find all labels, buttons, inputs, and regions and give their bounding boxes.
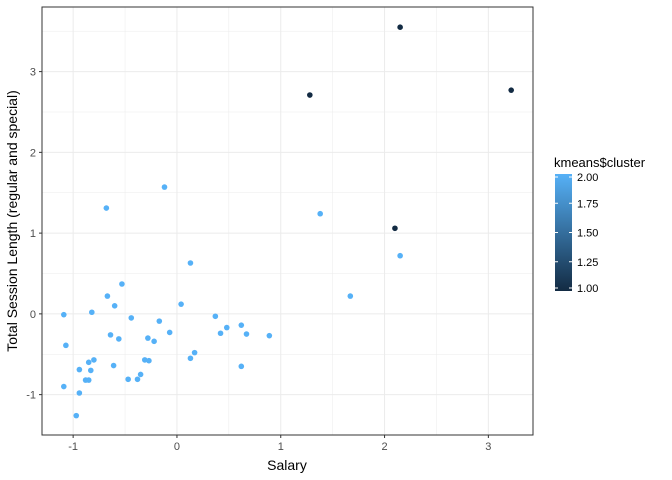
data-point-cluster-2 — [91, 357, 97, 363]
legend-break-label: 2.00 — [577, 172, 598, 184]
data-point-cluster-2 — [317, 210, 323, 217]
data-point-cluster-1 — [508, 87, 515, 93]
y-tick-label: 2 — [30, 147, 36, 159]
data-point-cluster-2 — [116, 336, 122, 342]
legend-break-label: 1.50 — [577, 228, 598, 240]
data-point-cluster-2 — [110, 362, 117, 369]
data-point-cluster-2 — [178, 301, 184, 307]
data-point-cluster-2 — [103, 205, 110, 211]
panel-border — [41, 6, 534, 436]
data-point-cluster-2 — [156, 318, 163, 324]
y-axis-title: Total Session Length (regular and specia… — [4, 90, 20, 352]
legend-colorbar — [555, 174, 572, 291]
x-tick-label: -1 — [68, 441, 78, 453]
x-tick-label: 0 — [174, 441, 180, 453]
x-axis-title: Salary — [267, 457, 307, 473]
data-point-cluster-2 — [73, 412, 80, 419]
legend-breaks: 1.00 1.25 1.50 1.75 2.00 — [555, 172, 598, 295]
data-point-cluster-2 — [128, 315, 135, 321]
data-point-cluster-2 — [85, 377, 92, 383]
data-point-cluster-2 — [397, 252, 403, 259]
data-point-cluster-2 — [151, 338, 157, 345]
data-point-cluster-2 — [76, 390, 83, 396]
data-point-cluster-2 — [217, 330, 224, 337]
data-point-cluster-2 — [76, 366, 83, 373]
data-point-cluster-2 — [134, 376, 141, 383]
data-point-cluster-1 — [307, 92, 313, 98]
x-tick-label: 3 — [485, 441, 491, 453]
data-point-cluster-2 — [137, 371, 144, 378]
y-tick-label: 3 — [30, 67, 36, 79]
data-point-cluster-2 — [60, 383, 67, 390]
legend: kmeans$cluster 1.00 1.25 1.50 1.75 2.00 — [554, 155, 646, 295]
legend-break-label: 1.00 — [577, 283, 598, 295]
x-axis-ticks: -1 0 1 2 3 — [68, 435, 491, 453]
legend-break-label: 1.75 — [577, 198, 598, 210]
data-point-cluster-2 — [166, 329, 173, 336]
data-point-cluster-2 — [212, 313, 219, 320]
data-point-cluster-2 — [60, 311, 67, 318]
data-point-cluster-2 — [87, 367, 94, 374]
data-point-cluster-2 — [85, 359, 92, 366]
data-point-cluster-2 — [141, 357, 148, 363]
data-point-cluster-2 — [104, 293, 111, 299]
data-point-cluster-2 — [187, 355, 194, 362]
data-point-cluster-2 — [238, 322, 245, 328]
data-point-cluster-2 — [161, 184, 168, 190]
data-point-cluster-2 — [223, 324, 230, 331]
data-point-cluster-2 — [146, 357, 152, 364]
data-point-cluster-2 — [63, 342, 69, 349]
x-tick-label: 1 — [278, 441, 284, 453]
data-point-cluster-2 — [191, 349, 198, 356]
data-points — [60, 24, 515, 419]
y-tick-label: -1 — [26, 390, 36, 402]
legend-title: kmeans$cluster — [554, 155, 646, 170]
data-point-cluster-2 — [243, 331, 250, 337]
data-point-cluster-2 — [238, 363, 245, 370]
y-axis-ticks: -1 0 1 2 3 — [26, 67, 42, 402]
data-point-cluster-2 — [347, 293, 354, 299]
plot-panel — [41, 6, 534, 436]
data-point-cluster-2 — [107, 332, 114, 338]
data-point-cluster-2 — [187, 260, 194, 266]
data-point-cluster-2 — [119, 281, 125, 287]
y-tick-label: 0 — [30, 309, 36, 321]
data-point-cluster-2 — [266, 332, 273, 339]
data-point-cluster-2 — [145, 335, 151, 341]
panel-background — [42, 7, 533, 435]
data-point-cluster-2 — [89, 309, 95, 316]
data-point-cluster-1 — [392, 225, 398, 232]
data-point-cluster-2 — [125, 376, 131, 383]
y-tick-label: 1 — [30, 228, 36, 240]
legend-break-label: 1.25 — [577, 257, 598, 269]
data-point-cluster-1 — [397, 24, 403, 30]
data-point-cluster-2 — [111, 302, 118, 309]
x-tick-label: 2 — [381, 441, 387, 453]
